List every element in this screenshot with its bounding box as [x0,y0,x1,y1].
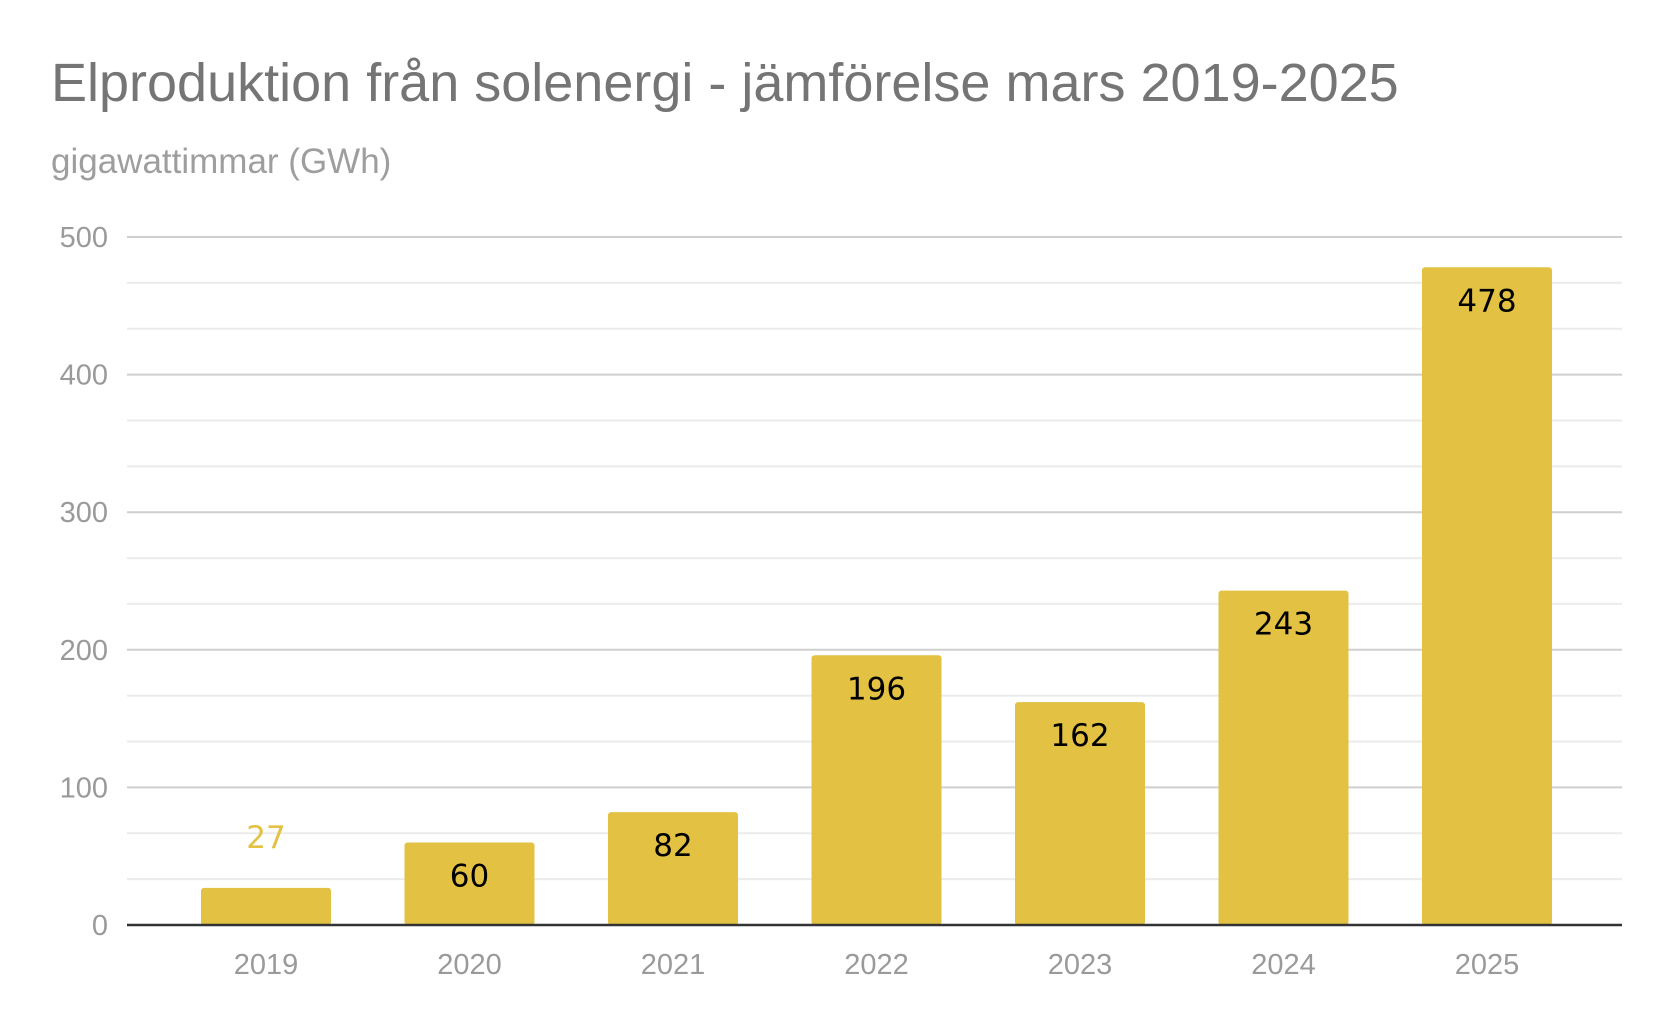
x-tick-label: 2023 [1048,949,1113,981]
data-label-2020: 60 [450,858,489,894]
data-label-2023: 162 [1050,718,1109,754]
x-tick-label: 2022 [844,949,909,981]
bar-2020 [404,842,535,925]
y-tick-label: 0 [92,910,108,942]
x-tick-label: 2024 [1251,949,1316,981]
bar-2024 [1218,590,1349,925]
bar-2023 [1015,702,1145,925]
data-label-2024: 243 [1254,607,1313,643]
data-label-2022: 196 [847,671,906,707]
y-tick-label: 500 [60,222,108,254]
x-tick-label: 2019 [234,949,299,981]
data-label-2025: 478 [1457,283,1516,319]
y-tick-label: 300 [60,497,108,529]
chart-subtitle: gigawattimmar (GWh) [51,142,392,181]
y-tick-label: 200 [60,635,108,667]
x-tick-label: 2020 [437,949,502,981]
y-tick-label: 400 [60,360,108,392]
bar-2019 [201,887,331,925]
bar-2025 [1422,267,1552,926]
chart-title: Elproduktion från solenergi - jämförelse… [51,53,1399,113]
x-tick-label: 2025 [1455,949,1520,981]
y-tick-label: 100 [60,772,108,804]
bar-2022 [811,655,942,925]
data-label-2021: 82 [653,828,692,864]
data-label-2019: 27 [246,820,285,856]
bar-2021 [608,812,738,925]
x-tick-label: 2021 [641,949,706,981]
